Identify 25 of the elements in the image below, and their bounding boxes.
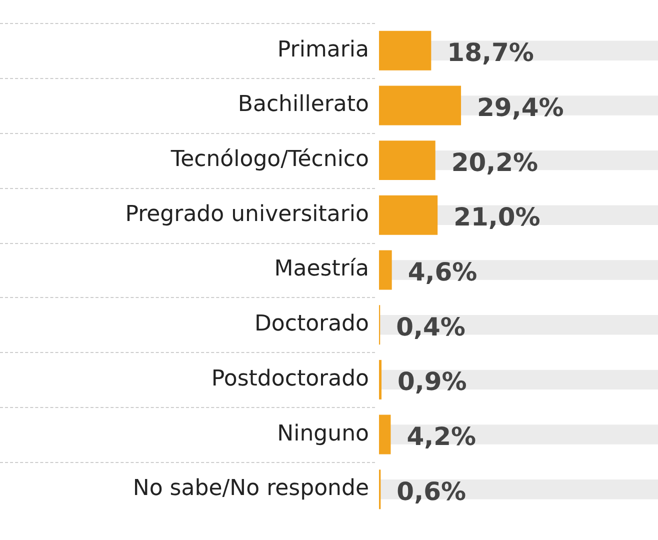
bar: [379, 140, 436, 180]
y-tick-label: Primaria: [277, 37, 369, 62]
bar: [379, 414, 391, 454]
data-label: 0,4%: [396, 312, 466, 342]
data-label: 0,6%: [396, 476, 466, 506]
bar: [379, 360, 382, 400]
data-label: 29,4%: [477, 92, 564, 122]
y-tick-label: No sabe/No responde: [132, 476, 369, 502]
data-label: 20,2%: [451, 148, 538, 177]
bar: [379, 86, 462, 126]
y-tick-label: Maestría: [274, 256, 369, 282]
y-tick-label: Ninguno: [277, 421, 369, 446]
y-tick-label: Tecnólogo/Técnico: [170, 147, 369, 172]
bar: [379, 250, 392, 290]
y-tick-label: Postdoctorado: [211, 366, 369, 392]
bar: [379, 30, 432, 70]
y-tick-label: Bachillerato: [238, 92, 369, 118]
data-label: 4,2%: [406, 422, 476, 452]
data-label: 18,7%: [447, 38, 534, 68]
y-tick-label: Pregrado universitario: [125, 202, 369, 227]
bar: [379, 195, 438, 235]
data-label: 0,9%: [398, 367, 467, 396]
y-tick-label: Doctorado: [254, 312, 369, 337]
data-label: 21,0%: [454, 202, 540, 232]
data-label: 4,6%: [408, 258, 478, 286]
